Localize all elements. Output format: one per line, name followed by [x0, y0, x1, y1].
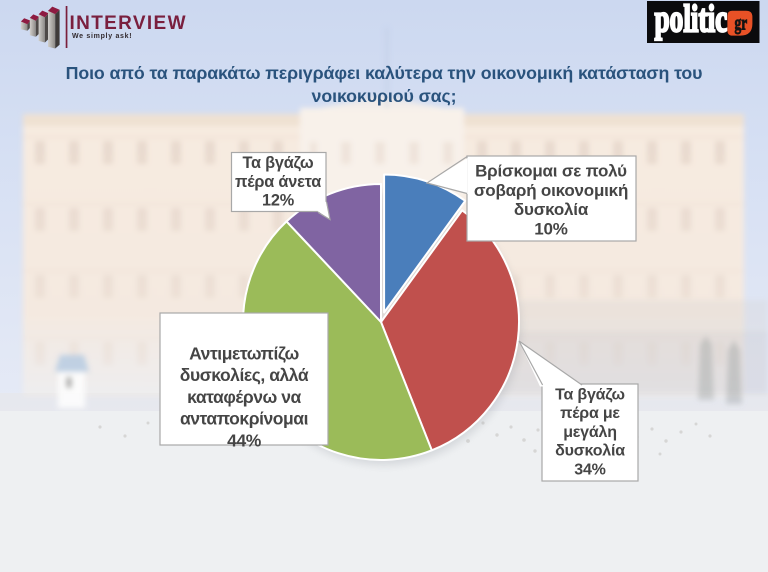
svg-text:καταφέρνω να: καταφέρνω να: [187, 387, 301, 407]
svg-text:Αντιμετωπίζω: Αντιμετωπίζω: [189, 343, 299, 364]
svg-text:δυσκολίες, αλλά: δυσκολίες, αλλά: [180, 365, 309, 385]
svg-text:44%: 44%: [227, 430, 262, 450]
svg-text:πέρα με: πέρα με: [560, 405, 620, 422]
svg-text:12%: 12%: [262, 192, 295, 210]
svg-text:We simply ask!: We simply ask!: [72, 33, 132, 40]
svg-text:gr: gr: [735, 10, 748, 34]
svg-text:σοβαρή οικονομική: σοβαρή οικονομική: [474, 181, 628, 200]
svg-text:34%: 34%: [574, 462, 605, 479]
svg-text:INTERVIEW: INTERVIEW: [70, 13, 187, 34]
svg-text:ανταποκρίνομαι: ανταποκρίνομαι: [180, 409, 309, 429]
svg-text:Βρίσκομαι σε πολύ: Βρίσκομαι σε πολύ: [475, 162, 627, 181]
svg-text:10%: 10%: [534, 219, 568, 238]
svg-text:δυσκολία: δυσκολία: [514, 200, 589, 219]
svg-text:Τα βγάζω: Τα βγάζω: [242, 154, 313, 172]
svg-text:politic: politic: [655, 0, 728, 41]
svg-text:Τα βγάζω: Τα βγάζω: [555, 386, 625, 403]
svg-text:μεγάλη: μεγάλη: [563, 424, 617, 441]
svg-text:πέρα άνετα: πέρα άνετα: [235, 173, 321, 191]
svg-text:δυσκολία: δυσκολία: [555, 443, 625, 460]
